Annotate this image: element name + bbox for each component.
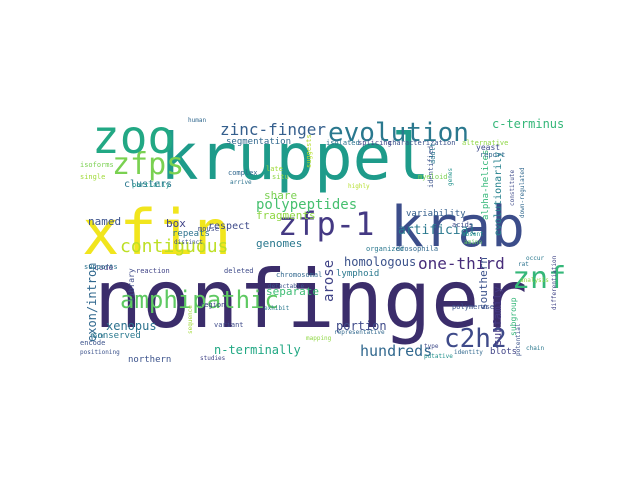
word: amino xyxy=(464,239,483,246)
word: adult xyxy=(429,142,437,164)
word: nonfinger xyxy=(94,253,528,346)
word: contiguous xyxy=(120,236,229,257)
word: variability xyxy=(406,209,466,219)
word: splicing xyxy=(358,139,392,147)
word: amphipathic xyxy=(120,286,279,314)
word: yeast xyxy=(476,143,501,152)
word: separate xyxy=(266,285,319,298)
word: analysis xyxy=(520,277,549,284)
word: putative xyxy=(424,353,453,360)
word: mouse xyxy=(198,225,220,233)
word: zoo xyxy=(92,110,176,164)
word: partially xyxy=(132,181,170,189)
word: alpha-helices xyxy=(481,149,491,220)
word: segmentation xyxy=(226,137,292,147)
word: region xyxy=(200,301,226,309)
word: c-terminus xyxy=(492,117,565,131)
word: late xyxy=(266,165,283,173)
word: xenopus xyxy=(106,319,157,333)
word: positioning xyxy=(80,349,120,356)
word: drosophila xyxy=(396,245,439,253)
word: studies xyxy=(200,355,226,362)
word: genomes xyxy=(256,237,303,250)
word: zfp-1 xyxy=(278,205,375,243)
word: conserved xyxy=(92,331,141,341)
word: form xyxy=(90,333,105,340)
word: fragments xyxy=(256,209,316,222)
word: suggests xyxy=(305,134,313,168)
word: box xyxy=(166,217,186,230)
word: report xyxy=(480,151,506,159)
word: complex xyxy=(228,169,258,177)
word: share xyxy=(264,189,298,202)
word: identity xyxy=(454,349,483,356)
word: sequence xyxy=(187,305,194,334)
word: kruppel xyxy=(160,121,430,195)
word: absent xyxy=(462,231,484,238)
word: distinct xyxy=(174,239,203,246)
word: constitute xyxy=(509,169,516,206)
word: subfamily xyxy=(491,286,504,346)
word v: znf91 xyxy=(512,261,567,296)
word: clusters xyxy=(124,179,173,190)
word: encode xyxy=(80,339,106,347)
word: chromosomal xyxy=(276,271,323,279)
word: differentiation xyxy=(551,255,558,310)
word: polymerase xyxy=(452,303,495,311)
word: myeloid xyxy=(418,173,448,181)
word: northern xyxy=(128,355,172,365)
word: down-regulated xyxy=(519,167,526,218)
word: potential xyxy=(515,323,522,356)
word: reaction xyxy=(136,267,170,275)
word: evolutionarily xyxy=(493,151,504,236)
word: organized xyxy=(366,245,404,253)
word: named xyxy=(88,215,122,228)
word: characterization xyxy=(388,139,456,147)
word: isolated xyxy=(326,139,360,147)
word: alternative xyxy=(462,139,509,147)
word: supports xyxy=(84,263,118,271)
word: single xyxy=(80,173,106,181)
word: chain xyxy=(526,345,545,352)
word: situ xyxy=(272,173,289,181)
word: c2h2 xyxy=(444,324,507,354)
word: highly xyxy=(348,183,370,190)
word: human xyxy=(188,117,207,124)
word: rat xyxy=(518,261,529,268)
word: one-third xyxy=(418,254,505,273)
word: polypeptides xyxy=(256,197,358,213)
word: portion xyxy=(336,319,387,333)
word: krab xyxy=(390,195,525,260)
word: arrive xyxy=(230,179,252,186)
word: type xyxy=(424,343,439,350)
word: genes xyxy=(447,167,454,186)
word: xfin xyxy=(82,196,232,269)
word: hundreds xyxy=(360,342,433,360)
word: blots xyxy=(490,347,518,357)
word: representative xyxy=(334,329,385,336)
word: code xyxy=(94,263,114,272)
word: respect xyxy=(208,221,251,232)
word: detectable xyxy=(268,283,305,290)
word: arose xyxy=(321,259,337,302)
word: variant xyxy=(214,321,244,329)
word: n-terminally xyxy=(214,343,301,357)
word-cloud: nonfinger kruppel xfin krab zoo evolutio… xyxy=(80,110,567,370)
word: deleted xyxy=(224,267,254,275)
word: zfps xyxy=(112,147,185,182)
word: exhibit xyxy=(264,305,290,312)
word: homologous xyxy=(344,255,417,269)
word: isoforms xyxy=(80,161,114,169)
word: acids xyxy=(452,221,474,229)
word: artificial xyxy=(398,223,477,238)
word: evolution xyxy=(328,118,469,148)
word: mapping xyxy=(306,335,332,342)
word: repeats xyxy=(172,229,210,239)
word: lymphoid xyxy=(336,269,380,279)
word: zinc-finger xyxy=(220,120,326,139)
word: occur xyxy=(526,255,545,262)
word: library xyxy=(127,268,136,302)
